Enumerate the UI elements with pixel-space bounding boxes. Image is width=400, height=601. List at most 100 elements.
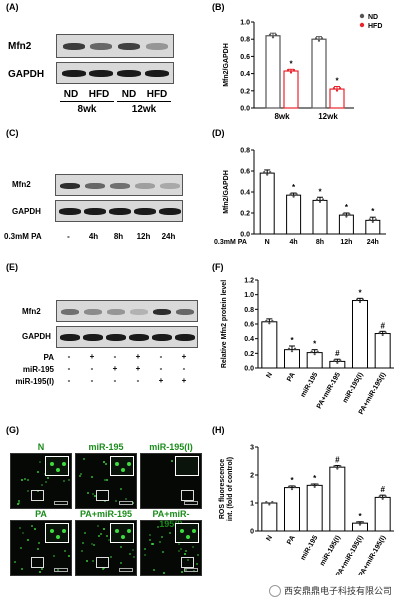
- blot-mfn2-strip: [56, 300, 198, 322]
- band: [129, 334, 149, 341]
- band: [84, 309, 102, 315]
- cell-signal: [186, 535, 190, 539]
- band: [61, 309, 79, 315]
- blot-mfn2-strip: [56, 34, 174, 58]
- cell-signal: [93, 494, 96, 497]
- bar: [306, 484, 323, 532]
- data-point: [293, 347, 297, 350]
- data-point: [381, 333, 384, 337]
- cell-signal: [144, 547, 146, 550]
- significance-mark: #: [380, 485, 385, 494]
- bar: [259, 172, 275, 235]
- condition-sign: -: [159, 352, 163, 361]
- significance-mark: *: [290, 476, 294, 485]
- cell-signal: [132, 502, 135, 505]
- cell-signal: [91, 543, 94, 546]
- x-axis-label: 0.3mM PA: [214, 239, 247, 246]
- blot-gapdh-strip: [56, 62, 174, 84]
- cell-signal: [133, 556, 136, 559]
- cell-signal: [44, 480, 47, 483]
- band: [117, 70, 141, 77]
- cell-signal: [38, 542, 41, 545]
- cell-signal: [109, 555, 112, 558]
- x-tick-label: 12wk: [318, 112, 338, 121]
- data-point: [263, 171, 266, 174]
- y-tick-label: 1.0: [244, 292, 254, 299]
- cell-signal: [103, 478, 106, 481]
- group-label-8wk: 8wk: [77, 104, 97, 115]
- bar: [286, 194, 302, 235]
- data-point: [358, 523, 362, 526]
- significance-mark: #: [335, 455, 340, 464]
- cell-signal: [100, 533, 103, 535]
- cell-signal: [148, 538, 151, 541]
- lane-label: HFD: [88, 89, 110, 100]
- lane-label: 8h: [113, 232, 124, 241]
- data-point: [265, 500, 268, 504]
- bar: [365, 219, 381, 235]
- y-tick-label: 1.0: [240, 20, 250, 27]
- x-tick-label: miR-195(I): [319, 535, 342, 568]
- cell-signal: [187, 558, 190, 561]
- cell-signal: [27, 478, 30, 481]
- y-tick-label: 0.4: [244, 336, 254, 343]
- data-point: [361, 521, 365, 524]
- cell-signal: [24, 477, 27, 480]
- cell-signal: [120, 488, 123, 491]
- significance-mark: *: [290, 336, 294, 345]
- bar: [284, 487, 300, 532]
- cell-signal: [180, 529, 184, 533]
- zoom-inset: [45, 456, 69, 476]
- cell-signal: [103, 461, 106, 464]
- data-point: [316, 350, 319, 353]
- condition-sign: +: [135, 352, 141, 361]
- cell-signal: [26, 489, 29, 492]
- cell-signal: [184, 549, 187, 552]
- blot-gapdh-strip: [56, 326, 198, 348]
- row-label-mfn2: Mfn2: [8, 41, 32, 52]
- significance-mark: *: [358, 288, 362, 297]
- chart-d: 0.0 0.2 0.4 0.6 0.8 Mfn2/GAPDH N * 4h * 8h * 12h * 24h…: [214, 148, 386, 246]
- cell-signal: [57, 568, 60, 571]
- panel-label-a: (A): [6, 2, 19, 12]
- zoom-inset: [175, 456, 199, 476]
- cell-signal: [97, 535, 100, 538]
- x-tick-label: N: [265, 239, 270, 246]
- y-tick-label: 0.4: [240, 190, 250, 197]
- cell-signal: [177, 542, 180, 545]
- condition-label-pa: PA: [43, 353, 54, 362]
- x-tick-label: miR-195(I): [342, 372, 365, 405]
- y-axis-label: ROS fluorescence: [219, 459, 226, 519]
- condition-sign: -: [182, 364, 186, 373]
- cell-signal: [19, 547, 22, 550]
- cell-signal: [21, 532, 24, 535]
- group-underline: [60, 101, 114, 102]
- band: [159, 208, 181, 215]
- legend-label: ND: [368, 14, 378, 21]
- zoom-inset: [175, 523, 199, 543]
- legend-label: HFD: [368, 23, 382, 30]
- cell-signal: [106, 535, 109, 538]
- cell-signal: [121, 468, 125, 472]
- x-tick-label: 8h: [316, 239, 324, 246]
- micrograph: N: [10, 442, 72, 509]
- data-point: [290, 350, 294, 353]
- bar: [374, 333, 391, 369]
- band: [152, 334, 172, 341]
- cell-signal: [56, 468, 60, 472]
- scale-bar: [54, 568, 68, 572]
- lane-label: 12h: [136, 232, 151, 241]
- significance-mark: *: [345, 203, 349, 212]
- panel-label-b: (B): [212, 2, 225, 12]
- band: [160, 183, 180, 189]
- data-point: [271, 500, 274, 504]
- y-tick-label: 1.2: [244, 278, 254, 285]
- data-point: [333, 359, 336, 362]
- band: [134, 208, 156, 215]
- micrograph-title: miR-195(I): [149, 442, 193, 452]
- region-of-interest: [96, 490, 109, 501]
- scale-bar: [184, 501, 198, 505]
- band: [84, 208, 106, 215]
- cell-signal: [196, 553, 199, 556]
- y-tick-label: 0.6: [244, 322, 254, 329]
